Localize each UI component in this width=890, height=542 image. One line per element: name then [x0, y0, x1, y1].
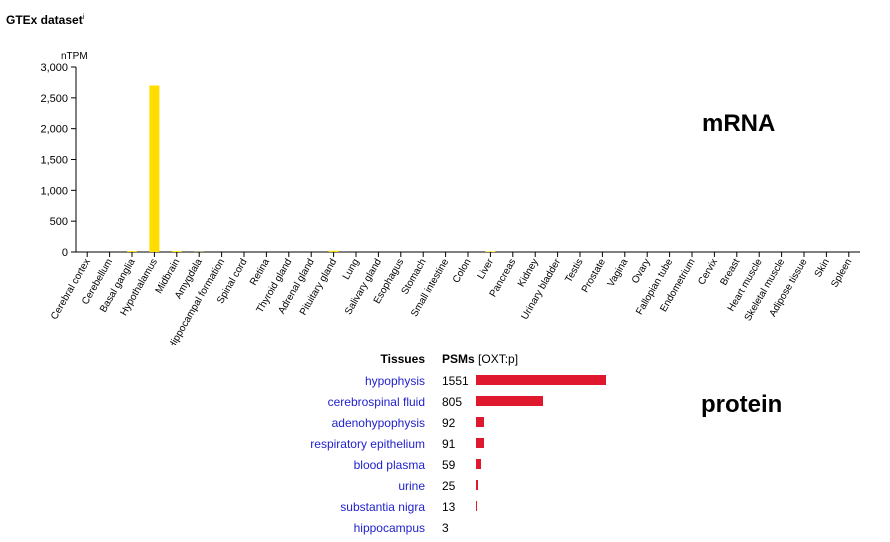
- psm-row: urine 25: [0, 479, 890, 500]
- psm-bar: [476, 375, 606, 385]
- tissue-link[interactable]: hippocampus: [354, 521, 425, 535]
- psm-bar: [476, 459, 481, 469]
- y-tick-label: 1,500: [40, 155, 68, 167]
- psms-header-label: PSMs: [442, 352, 475, 366]
- psm-bar: [476, 438, 484, 448]
- tissues-header: Tissues: [381, 352, 425, 366]
- tissue-link[interactable]: urine: [398, 479, 425, 493]
- bar: [172, 251, 182, 252]
- mrna-label: mRNA: [702, 110, 775, 138]
- psm-bar: [476, 396, 543, 406]
- psm-row: adenohypophysis 92: [0, 416, 890, 437]
- psm-value: 13: [442, 500, 455, 514]
- bar: [127, 251, 137, 252]
- tissue-link[interactable]: substantia nigra: [340, 500, 425, 514]
- protein-label: protein: [701, 391, 782, 419]
- bar: [485, 251, 495, 252]
- psm-value: 92: [442, 416, 455, 430]
- x-tick-label: Testis: [563, 257, 585, 285]
- y-tick-label: 500: [50, 216, 68, 228]
- mrna-bar-chart: nTPM05001,0001,5002,0002,5003,000Cerebra…: [0, 0, 890, 345]
- x-tick-label: Breast: [718, 257, 742, 288]
- tissue-link[interactable]: adenohypophysis: [332, 416, 425, 430]
- y-tick-label: 0: [62, 247, 68, 259]
- x-tick-label: Vagina: [606, 257, 631, 289]
- x-tick-label: Ovary: [630, 257, 653, 286]
- psm-value: 805: [442, 395, 462, 409]
- x-tick-label: Retina: [248, 257, 272, 288]
- bar: [329, 251, 339, 252]
- psm-value: 25: [442, 479, 455, 493]
- psm-bar: [476, 501, 477, 511]
- psm-row: hippocampus 3: [0, 521, 890, 542]
- x-tick-label: Skin: [813, 257, 832, 279]
- y-tick-label: 2,500: [40, 93, 68, 105]
- psm-value: 59: [442, 458, 455, 472]
- psm-value: 91: [442, 437, 455, 451]
- y-tick-label: 3,000: [40, 62, 68, 74]
- psms-header: PSMs [OXT:p]: [442, 352, 518, 366]
- y-tick-label: 2,000: [40, 124, 68, 136]
- x-tick-label: Cervix: [696, 257, 720, 287]
- tissue-link[interactable]: hypophysis: [365, 374, 425, 388]
- psm-bar: [476, 417, 484, 427]
- y-tick-label: 1,000: [40, 185, 68, 197]
- psm-value: 1551: [442, 374, 469, 388]
- psm-row: substantia nigra 13: [0, 500, 890, 521]
- bar: [149, 86, 159, 253]
- psm-row: blood plasma 59: [0, 458, 890, 479]
- tissue-link[interactable]: cerebrospinal fluid: [328, 395, 425, 409]
- x-tick-label: Spleen: [829, 257, 854, 289]
- x-tick-label: Liver: [476, 256, 497, 281]
- x-tick-label: Lung: [341, 257, 362, 282]
- y-axis-label: nTPM: [61, 51, 88, 62]
- psm-value: 3: [442, 521, 449, 535]
- psms-header-sub: [OXT:p]: [478, 352, 518, 366]
- tissue-link[interactable]: blood plasma: [354, 458, 425, 472]
- tissue-link[interactable]: respiratory epithelium: [310, 437, 425, 451]
- psm-row: respiratory epithelium 91: [0, 437, 890, 458]
- psm-bar: [476, 480, 478, 490]
- x-tick-label: Colon: [451, 257, 474, 285]
